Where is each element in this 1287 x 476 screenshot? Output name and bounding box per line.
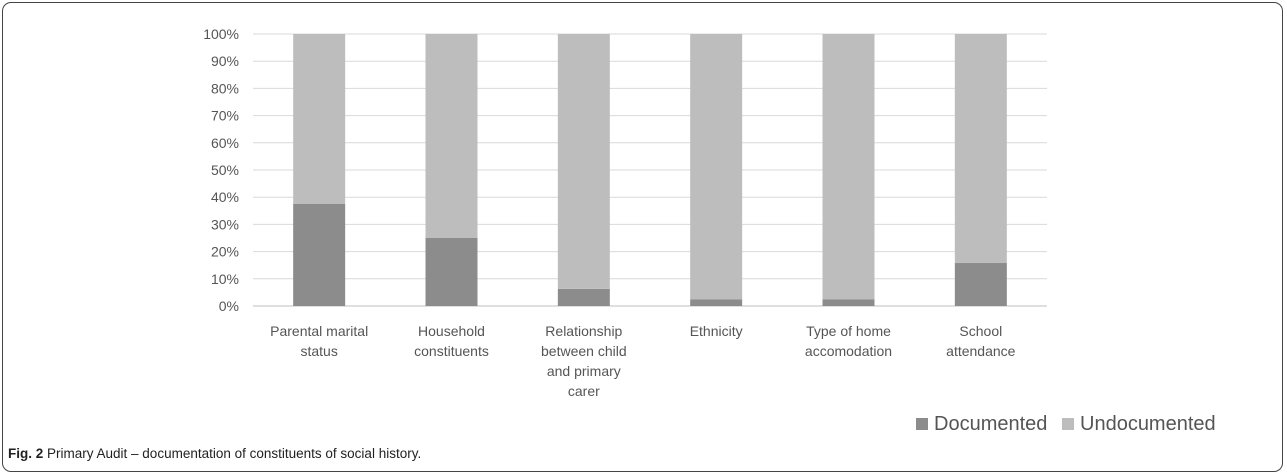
grid-lines — [253, 33, 1047, 307]
figure-caption: Fig. 2 Primary Audit – documentation of … — [8, 446, 421, 461]
legend-label-undocumented: Undocumented — [1080, 413, 1216, 435]
legend-label-documented: Documented — [934, 413, 1047, 435]
caption-label: Fig. 2 — [8, 446, 44, 461]
x-tick-label: between child — [541, 343, 627, 359]
bar-documented-0 — [293, 204, 346, 306]
y-axis-tick-labels: 0% 10% 20% 30% 40% 50% 60% 70% 80% 90% 100% — [203, 26, 239, 314]
bar-undocumented-3 — [690, 34, 743, 300]
y-tick-label: 10% — [211, 271, 239, 287]
y-tick-label: 50% — [211, 162, 239, 178]
x-tick-label: Ethnicity — [690, 323, 743, 339]
bar-documented-3 — [690, 299, 743, 306]
y-tick-label: 30% — [211, 216, 239, 232]
y-tick-label: 100% — [203, 26, 239, 42]
bars — [293, 34, 1007, 306]
bar-documented-1 — [425, 238, 478, 306]
y-tick-label: 0% — [219, 298, 239, 314]
x-tick-label: and primary — [547, 363, 621, 379]
legend-swatch-documented — [916, 418, 928, 430]
bar-documented-2 — [557, 288, 610, 306]
y-tick-label: 80% — [211, 80, 239, 96]
y-tick-label: 60% — [211, 135, 239, 151]
y-tick-label: 20% — [211, 244, 239, 260]
x-tick-label: attendance — [946, 343, 1015, 359]
x-tick-label: Relationship — [545, 323, 622, 339]
x-tick-label: Parental marital — [270, 323, 368, 339]
bar-undocumented-4 — [822, 34, 875, 300]
x-tick-label: Type of home — [806, 323, 891, 339]
bar-documented-5 — [954, 263, 1007, 306]
bar-undocumented-2 — [557, 34, 610, 289]
bar-undocumented-1 — [425, 34, 478, 238]
x-tick-label: status — [300, 343, 337, 359]
y-tick-label: 70% — [211, 108, 239, 124]
x-tick-label: carer — [568, 383, 600, 399]
x-axis-category-labels: Parental marital status Household constitue… — [270, 323, 1016, 399]
x-tick-label: School — [959, 323, 1002, 339]
x-tick-label: Household — [418, 323, 485, 339]
x-tick-label: constituents — [414, 343, 489, 359]
caption-text: Primary Audit – documentation of constit… — [43, 446, 422, 461]
bar-undocumented-0 — [293, 34, 346, 204]
y-tick-label: 90% — [211, 53, 239, 69]
bar-documented-4 — [822, 299, 875, 306]
y-tick-label: 40% — [211, 189, 239, 205]
bar-undocumented-5 — [954, 34, 1007, 264]
legend: Documented Undocumented — [916, 413, 1216, 435]
legend-swatch-undocumented — [1062, 418, 1074, 430]
x-tick-label: accomodation — [805, 343, 892, 359]
